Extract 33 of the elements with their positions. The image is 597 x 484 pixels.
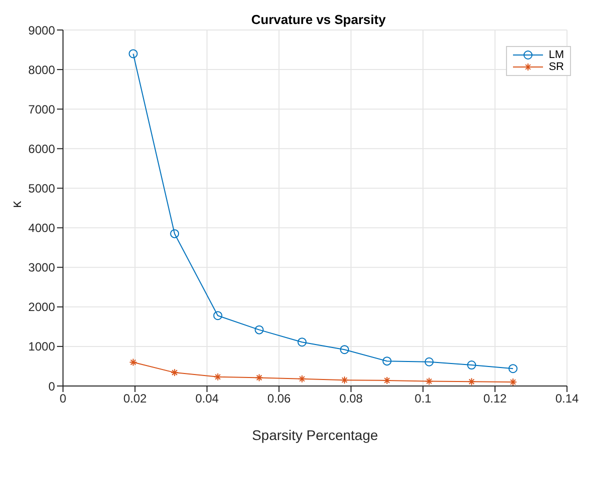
x-axis-title: Sparsity Percentage — [252, 427, 378, 443]
point — [170, 229, 180, 238]
chart-title: Curvature vs Sparsity — [251, 12, 386, 27]
y-tick-label: 9000 — [28, 23, 56, 38]
point — [508, 364, 518, 374]
y-tick-label: 5000 — [28, 181, 56, 196]
x-tick-label: 0.02 — [123, 392, 147, 406]
legend-label: LM — [548, 49, 564, 61]
x-tick-label: 0.08 — [339, 392, 363, 406]
y-tick-label: 1000 — [28, 340, 56, 354]
point — [340, 345, 350, 354]
point — [213, 311, 222, 320]
y-tick-label: 7000 — [28, 102, 56, 116]
y-tick-label: 3000 — [28, 260, 56, 275]
x-tick-label: 0.14 — [555, 392, 579, 406]
x-tick-label: 0.12 — [483, 392, 507, 406]
point — [467, 360, 476, 370]
point — [424, 357, 434, 366]
y-tick-label: 8000 — [28, 62, 56, 77]
legend-label: SR — [548, 61, 564, 73]
y-tick-label: 4000 — [28, 221, 56, 236]
point — [254, 325, 264, 334]
point — [382, 356, 392, 366]
x-tick-label: 0.06 — [267, 392, 291, 406]
x-tick-label: 0.04 — [195, 392, 219, 406]
point — [128, 49, 138, 58]
x-tick-label: 0.1 — [414, 392, 432, 406]
y-tick-label: 0 — [48, 379, 56, 394]
x-tick-label: 0 — [60, 392, 67, 406]
y-tick-label: 6000 — [28, 142, 56, 156]
y-axis-title: κ — [8, 200, 24, 208]
y-tick-label: 2000 — [28, 300, 56, 314]
point — [298, 338, 307, 347]
